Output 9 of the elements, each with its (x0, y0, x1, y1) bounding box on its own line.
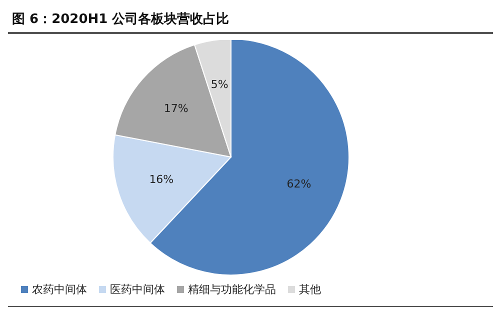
data-label: 16% (149, 173, 174, 186)
data-label: 5% (210, 78, 228, 92)
data-label: 17% (164, 102, 188, 116)
legend-label: 其他 (298, 282, 321, 297)
legend-label: 农药中间体 (31, 282, 87, 297)
data-label: 62% (286, 177, 312, 190)
chart-title: 图 6：2020H1 公司各板块营收占比 (8, 8, 493, 34)
legend-label: 医药中间体 (109, 282, 165, 297)
legend-label: 精细与功能化学品 (187, 282, 276, 297)
